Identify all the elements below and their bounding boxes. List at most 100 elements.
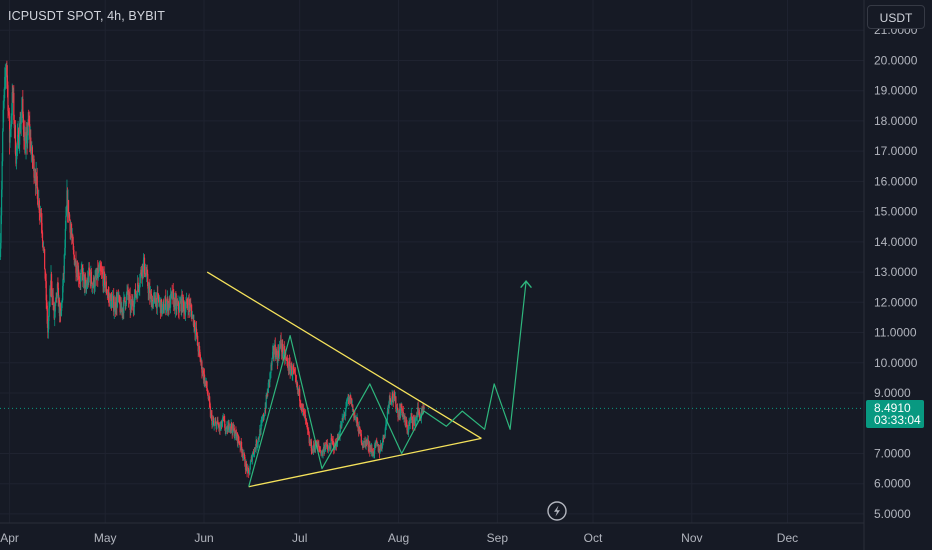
candle-body [161, 305, 164, 308]
candle-body [16, 134, 19, 146]
candles [0, 60, 425, 478]
candle-body [361, 442, 363, 444]
candle-body [300, 403, 302, 407]
candle-body [36, 172, 38, 177]
time-tick-label: Apr [0, 531, 19, 545]
candle-body [16, 145, 18, 148]
candle-body [91, 282, 93, 288]
candle-body [52, 295, 54, 306]
candle-body [160, 299, 163, 313]
price-axis[interactable]: 21.000020.000019.000018.000017.000016.00… [874, 23, 918, 521]
candle-body [113, 308, 115, 312]
candle-body [403, 417, 405, 419]
candle-body [280, 339, 282, 348]
candle-body [245, 463, 248, 468]
symbol-title[interactable]: ICPUSDT SPOT, 4h, BYBIT [8, 9, 165, 23]
candle-body [186, 299, 188, 304]
candle-body [30, 137, 32, 153]
candle-body [307, 425, 309, 430]
candle-body [72, 243, 74, 250]
candle-body [111, 300, 113, 309]
candle-body [374, 442, 376, 445]
candle-body [133, 307, 135, 309]
candle-body [174, 298, 176, 311]
candle-body [359, 426, 361, 430]
candle-body [277, 350, 280, 356]
candle-body [242, 456, 244, 458]
candle-body [295, 380, 298, 386]
candle-body [327, 448, 329, 451]
candle-body [250, 460, 252, 464]
candle-body [93, 287, 96, 290]
candle-body [383, 435, 385, 439]
time-tick-label: Aug [388, 531, 409, 545]
candle-body [408, 423, 410, 426]
currency-button[interactable]: USDT [867, 5, 925, 29]
candle-body [57, 287, 60, 307]
time-axis[interactable]: Apr May Jun Jul Aug Sep Oct Nov Dec [0, 531, 798, 545]
candle-body [124, 296, 126, 302]
candle-body [227, 425, 229, 433]
candle-body [99, 265, 102, 270]
candle-body [93, 277, 95, 290]
candle-body [223, 417, 225, 419]
candle-body [371, 447, 373, 453]
candle-body [292, 367, 294, 370]
candle-body [421, 407, 424, 412]
candle-body [333, 449, 335, 451]
candle-body [303, 410, 305, 412]
candle-body [233, 428, 235, 438]
replay-button[interactable] [547, 501, 567, 521]
candle-body [9, 131, 11, 143]
candle-body [288, 361, 291, 364]
candle-body [258, 437, 260, 439]
candle-body [386, 411, 388, 421]
candle-body [161, 307, 163, 313]
candle-body [307, 429, 309, 433]
candle-body [73, 249, 75, 256]
candle-body [199, 354, 201, 362]
candle-body [82, 272, 85, 281]
candle-body [135, 294, 137, 297]
candle-body [100, 269, 102, 271]
candle-body [24, 132, 26, 154]
candle-body [17, 130, 20, 148]
candle-body [45, 281, 47, 301]
price-tick-label: 15.0000 [874, 205, 918, 219]
candle-body [289, 363, 291, 374]
triangle-trend-line [206, 271, 482, 439]
candle-body [269, 373, 271, 383]
candle-body [10, 129, 12, 132]
candle-body [412, 419, 415, 426]
candle-body [271, 358, 273, 366]
price-tick-label: 6.0000 [874, 477, 911, 491]
candle-body [73, 255, 75, 265]
candle-body [244, 457, 246, 467]
bar-countdown: 03:33:04 [874, 413, 921, 428]
candle-body [170, 293, 172, 295]
candle-body [411, 416, 413, 424]
candle-body [217, 420, 219, 425]
candle-body [353, 411, 355, 419]
candle-body [418, 409, 420, 415]
candle-body [54, 303, 56, 312]
candle-body [6, 75, 9, 86]
candle-body [243, 453, 246, 458]
candle-body [50, 274, 53, 290]
candle-body [192, 314, 195, 326]
candle-body [63, 254, 65, 274]
candle-body [3, 101, 5, 110]
candle-body [65, 207, 68, 216]
candle-body [228, 422, 230, 430]
candle-body [101, 272, 104, 275]
candle-body [385, 424, 387, 429]
candle-body [357, 418, 359, 424]
candle-body [71, 233, 73, 237]
candle-body [372, 451, 375, 455]
candle-body [337, 436, 340, 440]
candle-body [55, 297, 57, 304]
candle-body [304, 415, 307, 419]
candle-body [320, 453, 323, 455]
candle-body [96, 276, 98, 278]
